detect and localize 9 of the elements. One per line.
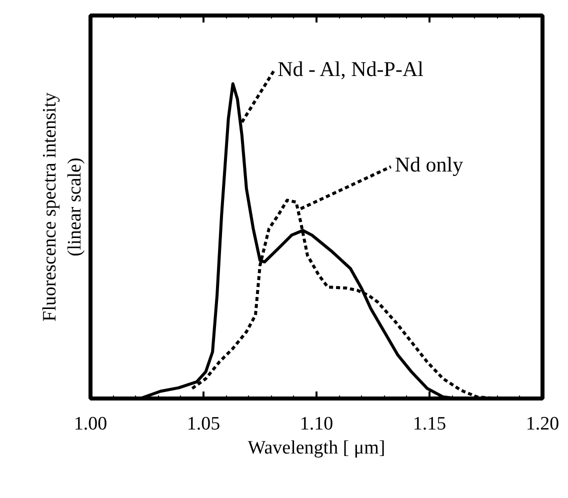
x-tick-label: 1.15: [412, 414, 446, 434]
x-tick-label: 1.20: [526, 414, 560, 434]
annotation: Nd - Al, Nd-P-Al: [278, 57, 424, 82]
y-axis-title: Fluorescence spectra intensity (linear scale): [39, 92, 86, 322]
x-axis-title: Wavelength [ μm]: [248, 438, 386, 458]
x-tick-label: 1.05: [186, 414, 220, 434]
x-tick-label: 1.00: [74, 414, 108, 434]
x-tick-label: 1.10: [300, 414, 334, 434]
annotation: Nd only: [394, 152, 464, 177]
